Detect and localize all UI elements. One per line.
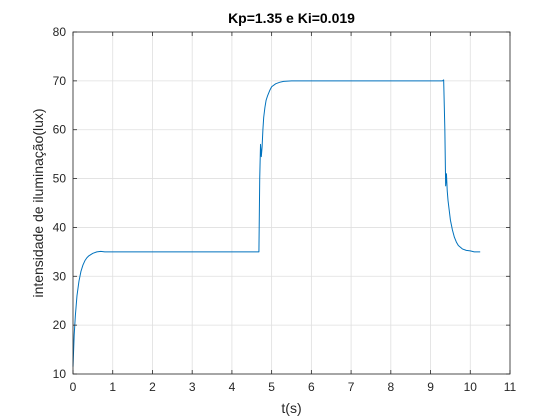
y-axis-label: intensidade de iluminação(lux) [30,108,46,297]
y-tick-label: 70 [53,74,67,88]
x-tick-label: 1 [109,380,116,394]
x-axis-label: t(s) [281,400,301,416]
x-tick-label: 8 [387,380,394,394]
x-tick-label: 6 [308,380,315,394]
y-tick-label: 40 [53,220,67,234]
y-tick-label: 10 [53,367,67,381]
y-tick-label: 30 [53,269,67,283]
x-tick-label: 0 [70,380,77,394]
y-tick-label: 20 [53,318,67,332]
chart-title: Kp=1.35 e Ki=0.019 [228,10,355,26]
x-tick-label: 10 [464,380,478,394]
y-tick-label: 80 [53,25,67,39]
series-line-0 [72,79,481,367]
x-tick-label: 11 [504,380,517,394]
x-tick-label: 2 [149,380,156,394]
x-tick-label: 3 [189,380,196,394]
plot-area [73,32,510,374]
series-group [72,79,481,367]
y-tick-label: 60 [53,123,67,137]
y-tick-label: 50 [53,172,67,186]
x-tick-label: 4 [229,380,236,394]
x-tick-label: 7 [348,380,355,394]
ticks: 0 1 2 3 4 5 6 7 8 9 10 11 10 20 30 40 50 60 70 80 [53,25,517,394]
plot-frame [72,31,511,375]
x-tick-label: 5 [268,380,275,394]
x-tick-label: 9 [427,380,434,394]
